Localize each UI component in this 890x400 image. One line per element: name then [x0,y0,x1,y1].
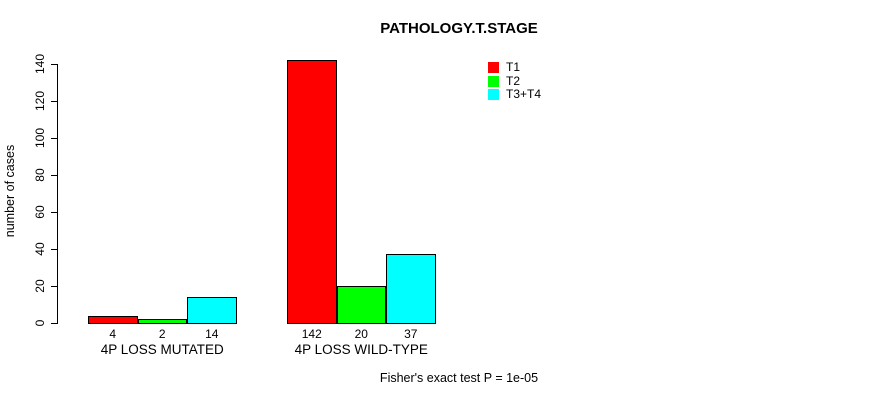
y-tick-mark [51,100,57,102]
y-tick-label: 140 [33,53,47,74]
bar-t2-group1 [137,319,187,324]
bar-value-label: 14 [205,327,219,341]
y-tick-label: 20 [33,279,47,293]
y-tick-label: 0 [33,319,47,327]
y-tick-label: 60 [33,205,47,219]
y-tick-mark [51,63,57,65]
legend-label: T3+T4 [506,87,542,101]
y-tick-label: 80 [33,168,47,182]
bar-value-label: 4 [109,327,117,341]
y-tick-mark [51,323,57,324]
bar-t1-group2 [287,59,337,324]
bar-value-label: 37 [404,327,418,341]
bar-value-label: 142 [301,327,322,341]
legend-row: T3+T4 [488,87,542,101]
bar-t3t4-group1 [187,297,237,324]
y-tick-label: 40 [33,242,47,256]
legend-swatch-icon [488,75,499,87]
y-tick-mark [51,248,57,250]
y-tick-mark [51,285,57,287]
x-category-label: 4P LOSS MUTATED [100,342,224,357]
y-axis-line [57,63,58,324]
legend-label: T1 [506,60,521,74]
y-tick-mark [51,174,57,176]
bar-t2-group2 [336,285,386,324]
legend-swatch-icon [488,89,499,100]
legend-swatch-icon [488,62,499,73]
y-tick-label: 120 [33,90,47,111]
bar-value-label: 20 [354,327,368,341]
bar-t1-group1 [88,315,138,324]
legend-row: T2 [488,73,541,88]
bar-t3t4-group2 [386,254,436,324]
chart-title: PATHOLOGY.T.STAGE [380,20,538,37]
y-tick-mark [51,211,57,213]
legend-label: T2 [506,73,521,88]
annotation-text: Fisher's exact test P = 1e-05 [379,371,539,385]
x-category-label: 4P LOSS WILD-TYPE [294,342,428,357]
y-tick-mark [51,137,57,139]
legend-row: T1 [488,60,541,74]
legend: T1 T2 T3+T4 [488,60,542,103]
bar-value-label: 2 [158,327,166,341]
y-tick-label: 100 [33,127,47,148]
